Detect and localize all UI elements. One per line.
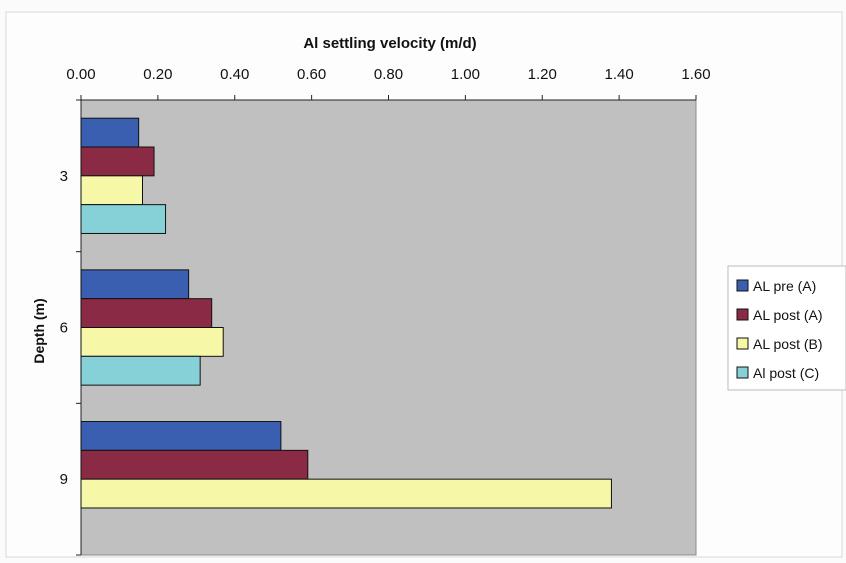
legend-label: AL post (A) bbox=[753, 307, 823, 323]
bar bbox=[80, 175, 143, 206]
chart-title: Al settling velocity (m/d) bbox=[303, 35, 476, 52]
x-tick-label: 0.40 bbox=[220, 66, 249, 83]
legend-swatch bbox=[736, 337, 749, 350]
legend-swatch bbox=[736, 366, 749, 379]
y-tick-label: 3 bbox=[60, 168, 68, 185]
x-tick-label: 0.20 bbox=[143, 66, 172, 83]
bar bbox=[80, 449, 309, 480]
bar bbox=[80, 327, 224, 357]
x-tick-label: 0.00 bbox=[66, 66, 95, 83]
x-tick-label: 1.40 bbox=[605, 66, 634, 83]
bar bbox=[80, 355, 201, 386]
bar bbox=[80, 269, 190, 300]
x-tick-label: 1.20 bbox=[528, 66, 557, 83]
x-tick-label: 0.60 bbox=[297, 66, 326, 83]
bar bbox=[80, 117, 140, 148]
x-tick-label: 1.60 bbox=[681, 66, 710, 83]
legend-label: AL pre (A) bbox=[753, 278, 816, 294]
bar bbox=[80, 298, 213, 328]
legend-swatch bbox=[736, 308, 749, 321]
legend: AL pre (A) AL post (A) AL post (B) Al post … bbox=[727, 265, 846, 391]
bar bbox=[80, 421, 282, 451]
y-axis-label: Depth (m) bbox=[31, 298, 47, 363]
legend-label: AL post (B) bbox=[753, 336, 823, 352]
bar bbox=[80, 478, 612, 509]
legend-swatch bbox=[736, 279, 749, 292]
bar bbox=[80, 204, 167, 234]
legend-label: Al post (C) bbox=[753, 365, 819, 381]
bar bbox=[80, 146, 155, 177]
y-tick-label: 6 bbox=[60, 320, 68, 337]
x-tick-label: 1.00 bbox=[451, 66, 480, 83]
y-tick-label: 9 bbox=[60, 471, 68, 488]
x-tick-label: 0.80 bbox=[374, 66, 403, 83]
